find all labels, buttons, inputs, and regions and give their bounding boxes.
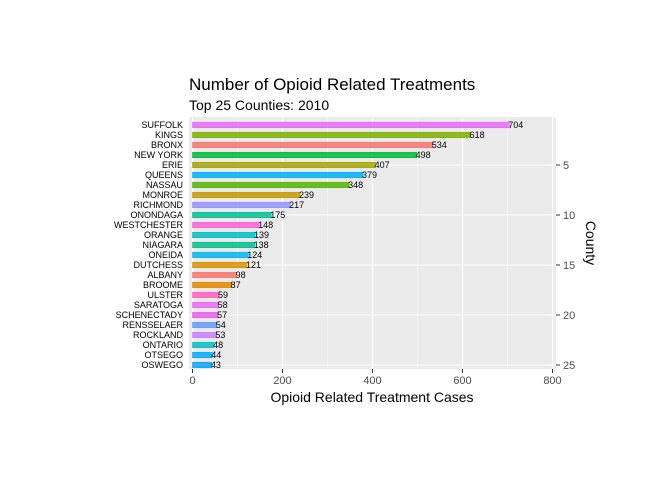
county-label: ORANGE — [144, 230, 183, 240]
y-axis-ticks-right: 5 10 15 20 25 — [556, 160, 575, 372]
y-tick-label: 15 — [563, 260, 575, 272]
county-label: KINGS — [155, 130, 183, 140]
data-label: 58 — [218, 300, 228, 310]
data-label: 618 — [470, 130, 485, 140]
bar — [192, 351, 213, 359]
bar — [192, 321, 218, 329]
bar — [192, 141, 434, 149]
data-label: 54 — [216, 320, 226, 330]
y-tick-label: 10 — [563, 210, 575, 222]
county-label: SUFFOLK — [141, 120, 183, 130]
data-label: 148 — [258, 220, 273, 230]
data-label: 59 — [218, 290, 228, 300]
chart-subtitle: Top 25 Counties: 2010 — [189, 97, 329, 113]
data-label: 44 — [211, 350, 221, 360]
county-label: ERIE — [162, 160, 183, 170]
county-label: BROOME — [143, 280, 183, 290]
bar — [192, 301, 219, 309]
data-label: 57 — [217, 310, 227, 320]
chart-title: Number of Opioid Related Treatments — [189, 75, 475, 94]
x-tick-label: 600 — [453, 375, 471, 387]
data-label: 348 — [348, 180, 363, 190]
county-label: BRONX — [151, 140, 183, 150]
y-tick-label: 25 — [563, 360, 575, 372]
county-label: QUEENS — [145, 170, 183, 180]
bar — [192, 161, 376, 169]
bars — [192, 121, 510, 369]
county-label: NIAGARA — [142, 240, 183, 250]
bar — [192, 201, 291, 209]
bar — [192, 131, 471, 139]
x-axis-ticks: 0 200 400 600 800 — [189, 369, 562, 387]
bar — [192, 291, 220, 299]
data-label: 48 — [213, 340, 223, 350]
bar — [192, 271, 237, 279]
county-label: ULSTER — [147, 290, 183, 300]
x-tick-label: 800 — [543, 375, 561, 387]
x-tick-label: 200 — [273, 375, 291, 387]
bar — [192, 261, 248, 269]
county-label: ALBANY — [147, 270, 183, 280]
data-label: 379 — [362, 170, 377, 180]
county-label: NEW YORK — [134, 150, 183, 160]
bar — [192, 121, 510, 129]
y-axis-title: County — [583, 221, 599, 265]
data-label: 217 — [289, 200, 304, 210]
bar — [192, 281, 232, 289]
bar — [192, 211, 272, 219]
data-label: 43 — [211, 360, 221, 370]
data-label: 534 — [432, 140, 447, 150]
county-label: DUTCHESS — [133, 260, 183, 270]
county-label: RENSSELAER — [122, 320, 183, 330]
bar — [192, 311, 219, 319]
x-tick-label: 400 — [363, 375, 381, 387]
data-labels: 7046185344984073793482392171751481391381… — [211, 120, 523, 370]
county-label: OSWEGO — [141, 360, 183, 370]
bar — [192, 241, 255, 249]
data-label: 138 — [254, 240, 269, 250]
data-label: 124 — [247, 250, 262, 260]
y-tick-label: 20 — [563, 310, 575, 322]
bar — [192, 181, 350, 189]
county-label: SCHENECTADY — [116, 310, 183, 320]
data-label: 121 — [246, 260, 261, 270]
bar — [192, 231, 256, 239]
data-label: 53 — [215, 330, 225, 340]
county-label: MONROE — [143, 190, 184, 200]
county-label: NASSAU — [146, 180, 183, 190]
data-label: 139 — [254, 230, 269, 240]
county-label: ONTARIO — [143, 340, 183, 350]
data-label: 704 — [508, 120, 523, 130]
county-label: ONONDAGA — [130, 210, 183, 220]
bar — [192, 361, 213, 369]
data-label: 407 — [375, 160, 390, 170]
county-label: SARATOGA — [134, 300, 183, 310]
county-label: ROCKLAND — [133, 330, 184, 340]
data-label: 175 — [270, 210, 285, 220]
bar — [192, 221, 260, 229]
bar — [192, 171, 364, 179]
x-tick-label: 0 — [189, 375, 195, 387]
data-label: 98 — [236, 270, 246, 280]
x-axis-title: Opioid Related Treatment Cases — [270, 389, 473, 405]
y-tick-label: 5 — [563, 160, 569, 172]
bar — [192, 251, 249, 259]
bar — [192, 331, 217, 339]
data-label: 239 — [299, 190, 314, 200]
bar — [192, 341, 215, 349]
county-label: ONEIDA — [148, 250, 183, 260]
county-label: RICHMOND — [134, 200, 184, 210]
bar — [192, 151, 417, 159]
bar — [192, 191, 301, 199]
data-label: 498 — [416, 150, 431, 160]
county-label: OTSEGO — [144, 350, 183, 360]
data-label: 87 — [231, 280, 241, 290]
county-label: WESTCHESTER — [114, 220, 184, 230]
